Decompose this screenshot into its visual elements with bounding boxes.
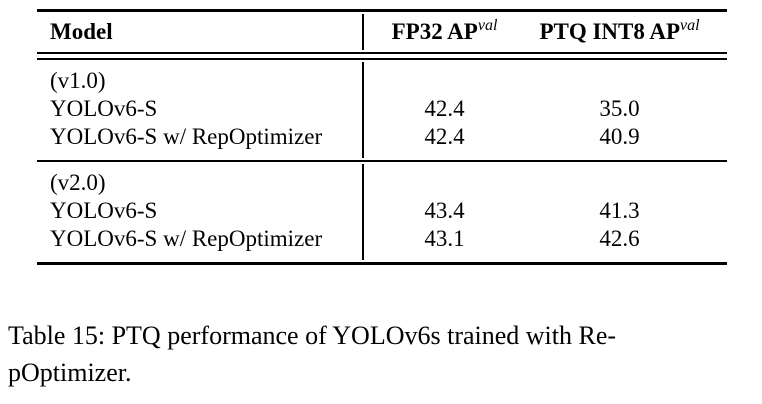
- table-row: YOLOv6-S 42.4 35.0: [37, 95, 727, 123]
- ptq-results-table: Model FP32 APval PTQ INT8 APval (v1.0) Y…: [37, 9, 727, 265]
- model-name: YOLOv6-S w/ RepOptimizer: [50, 124, 323, 149]
- header-fp32-ap-label: FP32 AP: [391, 19, 478, 44]
- fp32-value: 43.1: [424, 226, 465, 251]
- table-row-group-v1: (v1.0): [37, 67, 727, 95]
- int8-value: 40.9: [599, 124, 640, 149]
- column-divider-rule: [362, 62, 364, 158]
- header-ptq-int8-ap-superscript: val: [680, 17, 700, 34]
- caption-line-2: pOptimizer.: [8, 358, 132, 387]
- table-top-rule: [37, 9, 727, 12]
- fp32-value: 42.4: [424, 96, 465, 121]
- table-row: YOLOv6-S w/ RepOptimizer 43.1 42.6: [37, 225, 727, 253]
- int8-value: 41.3: [599, 198, 640, 223]
- int8-value: 35.0: [599, 96, 640, 121]
- header-double-rule: [37, 52, 727, 60]
- table-row: YOLOv6-S 43.4 41.3: [37, 197, 727, 225]
- model-name: YOLOv6-S: [50, 198, 158, 223]
- fp32-value: 42.4: [424, 124, 465, 149]
- column-divider-rule: [362, 14, 364, 50]
- model-name: YOLOv6-S w/ RepOptimizer: [50, 226, 323, 251]
- header-fp32-ap: FP32 APval: [362, 17, 527, 45]
- table-caption: Table 15: PTQ performance of YOLOv6s tra…: [8, 317, 754, 391]
- table-header-row: Model FP32 APval PTQ INT8 APval: [37, 12, 727, 52]
- fp32-value: 43.4: [424, 198, 465, 223]
- header-ptq-int8-ap: PTQ INT8 APval: [527, 17, 727, 45]
- model-name: YOLOv6-S: [50, 96, 158, 121]
- caption-line-1: Table 15: PTQ performance of YOLOv6s tra…: [8, 321, 617, 350]
- section-divider-rule: [37, 160, 727, 162]
- group-label: (v1.0): [50, 68, 106, 93]
- int8-value: 42.6: [599, 226, 640, 251]
- table-section-v2: (v2.0) YOLOv6-S 43.4 41.3 YOLOv6-S w/ Re…: [37, 162, 727, 262]
- table-bottom-rule: [37, 262, 727, 265]
- table-row-group-v2: (v2.0): [37, 169, 727, 197]
- header-fp32-ap-superscript: val: [477, 17, 498, 34]
- column-divider-rule: [362, 164, 364, 260]
- header-ptq-int8-ap-label: PTQ INT8 AP: [539, 19, 681, 44]
- table-row: YOLOv6-S w/ RepOptimizer 42.4 40.9: [37, 123, 727, 151]
- group-label: (v2.0): [50, 170, 106, 195]
- header-model: Model: [50, 19, 113, 44]
- table-section-v1: (v1.0) YOLOv6-S 42.4 35.0 YOLOv6-S w/ Re…: [37, 60, 727, 160]
